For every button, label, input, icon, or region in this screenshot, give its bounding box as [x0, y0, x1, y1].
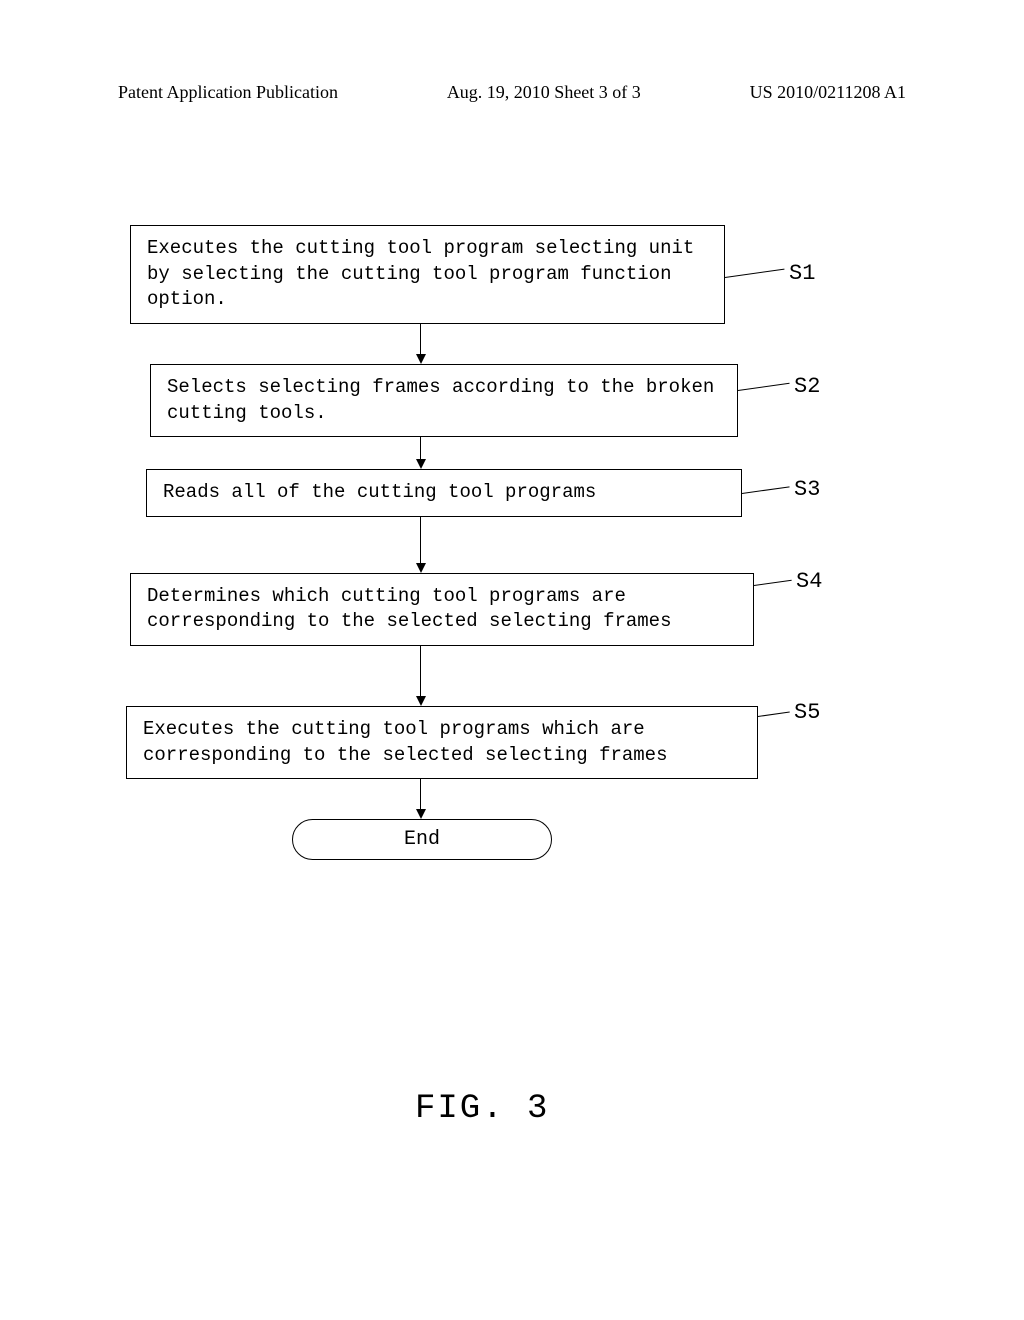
header-right: US 2010/0211208 A1 — [750, 82, 906, 103]
flow-step-text: Selects selecting frames according to th… — [167, 376, 714, 424]
figure-label: FIG. 3 — [415, 1090, 549, 1128]
header-center: Aug. 19, 2010 Sheet 3 of 3 — [447, 82, 641, 103]
flow-step-label: S5 — [794, 700, 820, 725]
flow-end-text: End — [404, 828, 440, 851]
flow-step-label: S2 — [794, 374, 820, 399]
flow-step-text: Executes the cutting tool program select… — [147, 237, 694, 310]
flow-step-label: S3 — [794, 477, 820, 502]
flow-step: Selects selecting frames according to th… — [130, 364, 890, 437]
flow-end: End — [292, 819, 552, 860]
flow-step-box: Reads all of the cutting tool programs — [146, 469, 742, 517]
flow-step: Executes the cutting tool programs which… — [130, 706, 890, 779]
flow-step-box: Executes the cutting tool programs which… — [126, 706, 758, 779]
flow-step-text: Reads all of the cutting tool programs — [163, 481, 596, 503]
flow-step-text: Determines which cutting tool programs a… — [147, 585, 672, 633]
header-left: Patent Application Publication — [118, 82, 338, 103]
flow-arrow — [130, 517, 890, 573]
flow-step-box: Executes the cutting tool program select… — [130, 225, 725, 324]
patent-page: Patent Application Publication Aug. 19, … — [0, 0, 1024, 1320]
flow-step-box: Selects selecting frames according to th… — [150, 364, 738, 437]
flow-arrow — [130, 646, 890, 706]
flow-step-box: Determines which cutting tool programs a… — [130, 573, 754, 646]
flow-step: Determines which cutting tool programs a… — [130, 573, 890, 646]
flow-step: Reads all of the cutting tool programs S3 — [130, 469, 890, 517]
flow-arrow — [130, 779, 890, 819]
flow-arrow — [130, 324, 890, 364]
flow-step: Executes the cutting tool program select… — [130, 225, 890, 324]
flowchart: Executes the cutting tool program select… — [130, 225, 890, 860]
page-header: Patent Application Publication Aug. 19, … — [0, 82, 1024, 103]
flow-step-text: Executes the cutting tool programs which… — [143, 718, 668, 766]
flow-step-label: S1 — [789, 261, 815, 286]
flow-arrow — [130, 437, 890, 469]
flow-step-label: S4 — [796, 569, 822, 594]
